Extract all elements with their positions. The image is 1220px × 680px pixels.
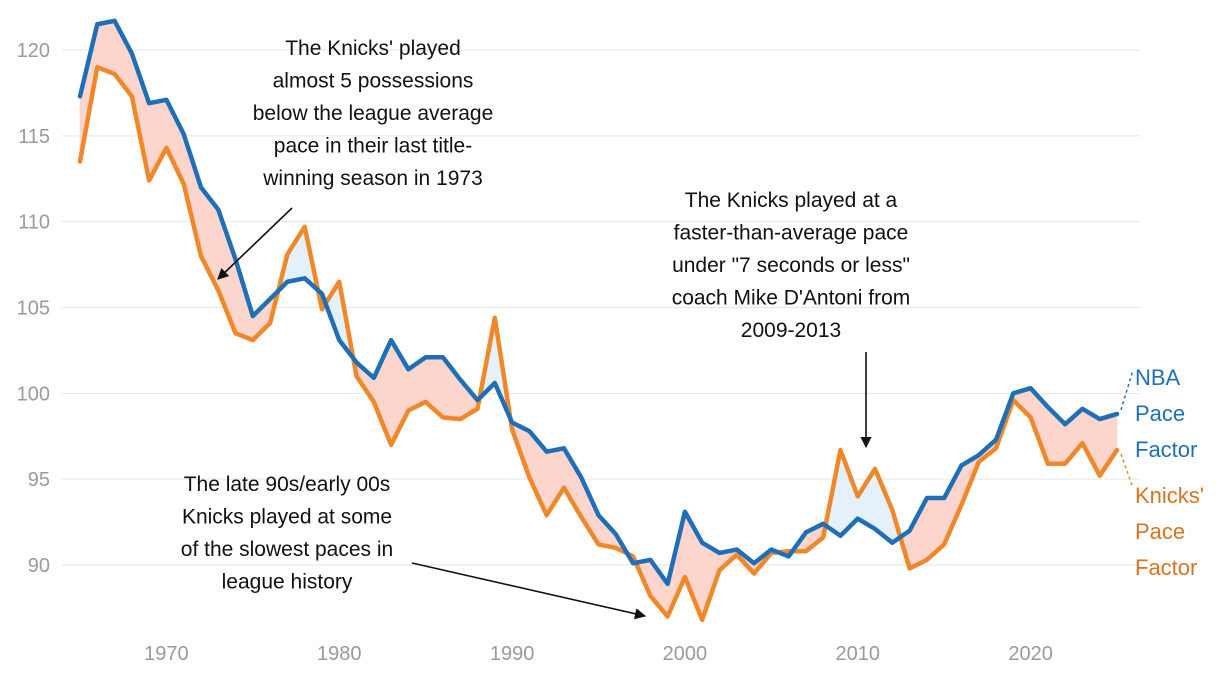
x-tick-label: 1980 xyxy=(317,643,362,665)
x-tick-label: 1990 xyxy=(490,643,535,665)
annotation-arrow xyxy=(217,207,293,280)
legend-knicks-label: Pace xyxy=(1135,519,1185,544)
y-axis-ticks: 120 115 110 105 100 95 90 xyxy=(17,40,50,577)
annotation-text-line: faster-than-average pace xyxy=(674,222,909,245)
annotation-text-line: almost 5 possessions xyxy=(273,70,474,93)
legend-nba-label: NBA xyxy=(1135,365,1181,390)
legend-knicks-label: Knicks' xyxy=(1135,483,1204,508)
annotation-text-line: The Knicks' played xyxy=(285,37,461,60)
annotation-text-line: pace in their last title- xyxy=(274,135,472,158)
annotation-text-line: 2009-2013 xyxy=(741,319,841,342)
annotations: The Knicks' played almost 5 possessions be… xyxy=(181,37,911,620)
annotation-3: The late 90s/early 00s Knicks played at s… xyxy=(181,473,647,620)
y-tick-label: 110 xyxy=(18,212,50,234)
legend-knicks-label: Factor xyxy=(1135,555,1197,580)
x-axis-ticks: 1970 1980 1990 2000 2010 2020 xyxy=(144,643,1053,665)
annotation-text-line: coach Mike D'Antoni from xyxy=(672,287,911,310)
annotation-text-line: league history xyxy=(222,571,353,594)
legend: NBA Pace Factor Knicks' Pace Factor xyxy=(1120,365,1204,580)
x-tick-label: 1970 xyxy=(144,643,189,665)
annotation-1: The Knicks' played almost 5 possessions be… xyxy=(217,37,494,280)
knicks-legend-leader xyxy=(1120,453,1134,489)
x-tick-label: 2020 xyxy=(1008,643,1053,665)
nba-legend-leader xyxy=(1120,369,1134,411)
x-tick-label: 2010 xyxy=(836,643,881,665)
y-tick-label: 90 xyxy=(28,555,50,577)
x-tick-label: 2000 xyxy=(663,643,708,665)
knicks-pace-line xyxy=(77,64,1120,623)
annotation-text-line: under "7 seconds or less" xyxy=(672,254,910,277)
nba-pace-line xyxy=(77,18,1120,587)
annotation-2: The Knicks played at a faster-than-averag… xyxy=(672,189,911,449)
legend-nba-label: Pace xyxy=(1135,401,1185,426)
y-tick-label: 120 xyxy=(17,40,50,62)
legend-nba-label: Factor xyxy=(1135,437,1197,462)
annotation-text-line: The Knicks played at a xyxy=(685,189,898,212)
y-tick-label: 115 xyxy=(18,126,50,148)
series-lines xyxy=(77,18,1120,623)
y-tick-label: 95 xyxy=(28,469,50,491)
annotation-text-line: of the slowest paces in xyxy=(181,538,393,561)
difference-fill xyxy=(79,20,1118,621)
y-tick-label: 105 xyxy=(17,298,50,320)
y-tick-label: 100 xyxy=(17,383,50,405)
difference-band xyxy=(909,497,928,569)
annotation-text-line: The late 90s/early 00s xyxy=(184,473,391,496)
annotation-text-line: below the league average xyxy=(253,102,494,125)
annotation-arrow xyxy=(411,562,647,620)
annotation-text-line: winning season in 1973 xyxy=(262,167,483,190)
annotation-text-line: Knicks played at some xyxy=(182,506,392,529)
